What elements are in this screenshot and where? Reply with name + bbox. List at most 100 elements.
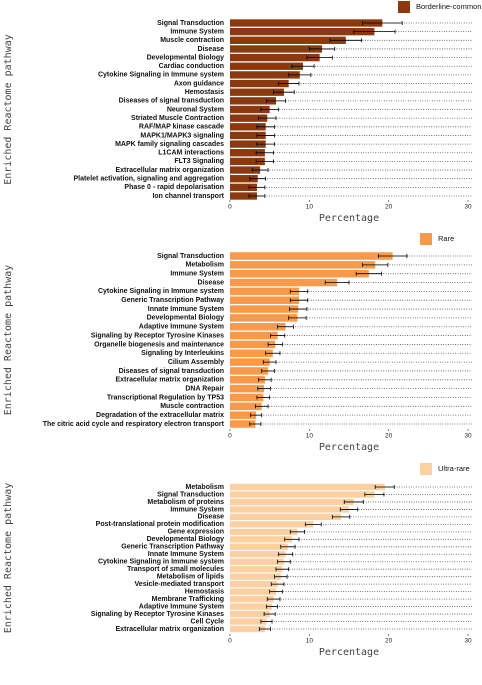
bar: [229, 322, 286, 331]
legend-label: Ultra-rare: [438, 464, 470, 473]
bar: [229, 349, 273, 358]
x-tick-label: 10: [306, 433, 314, 440]
bar: [229, 543, 288, 550]
error-bar: [289, 289, 309, 294]
error-bar: [265, 351, 281, 356]
bar: [229, 296, 300, 304]
category-label: Signaling by Receptor Tyrosine Kinases: [91, 332, 224, 339]
category-label: Membrane Trafficking: [152, 596, 224, 603]
bar: [229, 367, 269, 375]
x-tick-label: 30: [464, 638, 472, 645]
category-label: Signaling by Receptor Tyrosine Kinases: [91, 611, 224, 618]
category-label: Gene expression: [168, 529, 224, 536]
category-label: Signaling by Interleukins: [141, 350, 224, 357]
category-label: Disease: [198, 46, 225, 53]
error-bar: [266, 597, 281, 602]
error-bar: [266, 98, 286, 103]
error-bar: [277, 324, 294, 329]
error-bar: [256, 142, 275, 147]
category-label: Innate Immune System: [148, 306, 224, 313]
bar: [229, 114, 268, 122]
bar: [229, 625, 265, 633]
category-label: Cytokine Signaling in Immune system: [98, 72, 224, 79]
category-label: Metabolism: [185, 484, 224, 491]
bar: [229, 88, 284, 96]
bar: [229, 483, 385, 491]
legend-label: Rare: [438, 234, 454, 243]
error-bar: [374, 485, 395, 489]
error-bar: [262, 360, 277, 365]
error-bar: [273, 90, 295, 95]
x-tick-label: 20: [385, 204, 393, 211]
legend-swatch: [420, 233, 432, 245]
error-bar: [304, 522, 322, 527]
error-bar: [306, 55, 333, 60]
panel: Signal Transduction Metabolism Immune Syst…: [3, 233, 472, 453]
bar: [229, 506, 349, 513]
category-label: Degradation of the extracellular matrix: [96, 412, 224, 419]
bar: [229, 491, 375, 498]
bar: [229, 269, 369, 278]
category-label: Transport of small molecules: [127, 566, 224, 573]
error-bar: [329, 38, 363, 43]
y-axis-label: Enriched Reactome pathway: [3, 265, 14, 416]
category-label: Vesicle-mediated transport: [135, 581, 225, 588]
x-axis-label: Percentage: [319, 647, 379, 658]
category-label: Metabolism of lipids: [157, 574, 224, 581]
bar: [229, 45, 323, 53]
bar: [229, 27, 375, 36]
error-bar: [274, 574, 288, 579]
x-axis-label: Percentage: [319, 442, 379, 453]
bar: [229, 402, 262, 411]
error-bar: [270, 582, 285, 587]
error-bar: [308, 46, 336, 51]
category-label: Neuronal System: [167, 106, 224, 113]
bar: [229, 97, 276, 105]
bar: [229, 384, 265, 393]
category-label: The citric acid cycle and respiratory el…: [43, 421, 225, 428]
error-bar: [250, 413, 263, 418]
bar: [229, 376, 265, 384]
category-label: Developmental Biology: [147, 536, 225, 543]
category-label: Cardiac conduction: [159, 63, 224, 70]
category-label: Post-translational protein modification: [96, 521, 224, 528]
bar: [229, 411, 257, 419]
x-tick-label: 30: [464, 204, 472, 211]
error-bar: [362, 262, 389, 267]
category-label: Developmental Biology: [147, 54, 225, 61]
x-tick-label: 10: [306, 204, 314, 211]
category-label: Adaptive Immune System: [139, 324, 224, 331]
category-label: MAPK family signaling cascades: [115, 141, 224, 148]
bar: [229, 131, 266, 140]
error-bar: [260, 619, 273, 624]
error-bar: [255, 150, 275, 155]
bar: [229, 287, 300, 296]
x-tick-label: 0: [228, 433, 232, 440]
error-bar: [260, 107, 279, 112]
bar: [229, 566, 283, 573]
error-bar: [362, 21, 403, 25]
category-label: Signal Transduction: [157, 20, 224, 27]
bar: [229, 558, 284, 565]
category-label: Cilium Assembly: [168, 359, 224, 366]
bar: [229, 157, 265, 166]
category-label: Cytokine Signaling in Immune system: [98, 559, 224, 566]
error-bar: [277, 559, 291, 564]
bar: [229, 331, 278, 340]
error-bar: [249, 176, 267, 181]
bar: [229, 513, 342, 521]
category-label: Adaptive Immune System: [139, 603, 224, 610]
error-bar: [289, 307, 308, 312]
bar: [229, 618, 267, 625]
category-label: Cytokine Signaling in Immune system: [98, 288, 224, 295]
error-bar: [339, 507, 359, 512]
error-bar: [364, 492, 385, 497]
bar: [229, 79, 289, 88]
error-bar: [257, 386, 271, 391]
category-label: Axon guidance: [174, 80, 224, 87]
category-label: Signal Transduction: [157, 253, 224, 260]
error-bar: [288, 315, 307, 320]
category-label: Organelle biogenesis and maintenance: [94, 341, 224, 348]
bar: [229, 603, 273, 610]
